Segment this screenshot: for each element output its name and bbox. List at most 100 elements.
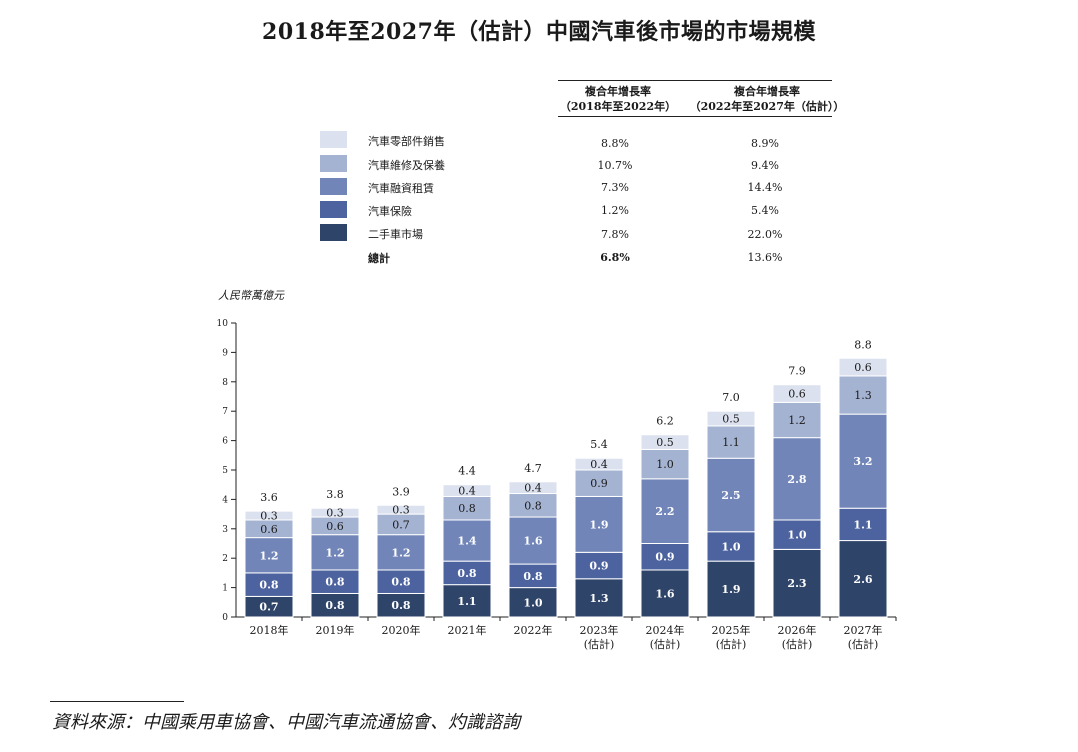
bar-segment-label: 1.6 [655, 587, 674, 600]
bar-segment [706, 425, 756, 459]
table-top-rule [558, 80, 832, 81]
bar-segment-label: 1.0 [721, 540, 740, 553]
bar-segment [376, 534, 426, 571]
bar-segment [772, 384, 822, 403]
bar-segment-label: 0.8 [391, 576, 410, 589]
bar-segment-label: 2.5 [721, 489, 740, 502]
bar-segment-label: 1.4 [457, 535, 476, 548]
bar-segment-label: 0.6 [326, 520, 344, 533]
bar-segment-label: 0.5 [656, 436, 674, 449]
x-tick-label: 2020年 [382, 623, 421, 637]
cagr2-parts-sales: 8.9% [751, 137, 779, 150]
bar-total-label: 8.8 [854, 338, 872, 351]
cagr2-total: 13.6% [747, 251, 783, 264]
source-note: 資料來源：中國乘用車協會、中國汽車流通協會、灼識諮詢 [52, 712, 520, 733]
bar-total-label: 6.2 [656, 415, 674, 428]
bar-segment-label: 0.9 [655, 551, 674, 564]
cagr1-parts-sales: 8.8% [601, 137, 629, 150]
bar-segment-label: 1.0 [787, 529, 806, 542]
bar-segment-label: 2.8 [787, 473, 806, 486]
bar-segment-label: 1.9 [589, 518, 608, 531]
y-tick-label: 1 [222, 584, 228, 594]
bar-total-label: 5.4 [590, 438, 608, 451]
legend-swatch-repair [320, 155, 347, 172]
bar-segment [772, 548, 822, 618]
y-tick-label: 7 [222, 407, 228, 417]
stacked-bar-chart: 0123456789100.70.81.20.60.33.62018年0.80.… [217, 319, 897, 651]
cagr-header-1-line2: （2018年至2022年） [559, 100, 677, 113]
bar-segment [640, 569, 690, 618]
bar-segment-label: 1.1 [853, 518, 872, 531]
bar-segment-label: 0.4 [458, 485, 476, 498]
x-tick-note: (估計) [848, 637, 879, 651]
bar-segment [574, 551, 624, 580]
cagr1-used-car: 7.8% [601, 228, 629, 241]
bar-segment-label: 1.1 [457, 595, 476, 608]
y-tick-label: 0 [222, 613, 228, 623]
legend-swatch-used-car [320, 224, 347, 241]
bar-segment-label: 1.3 [854, 389, 872, 402]
legend-swatch-leasing [320, 178, 347, 195]
legend-label-leasing: 汽車融資租賃 [368, 182, 434, 195]
y-tick-label: 2 [222, 554, 228, 564]
cagr1-total: 6.8% [600, 251, 630, 264]
bar-segment [310, 507, 360, 518]
bar-segment [838, 507, 888, 542]
bar-segment [838, 357, 888, 377]
bar-segment [442, 484, 492, 497]
bar-segment [640, 448, 690, 480]
legend-swatch-insurance [320, 201, 347, 218]
bar-segment-label: 0.6 [854, 361, 872, 374]
y-axis-unit-label: 人民幣萬億元 [218, 289, 284, 302]
bar-segment-label: 0.6 [260, 523, 278, 536]
bar-segment-label: 1.2 [788, 414, 806, 427]
source-rule [50, 701, 184, 702]
bar-total-label: 3.8 [326, 488, 344, 501]
bar-total-label: 7.9 [788, 365, 806, 378]
bar-segment-label: 0.8 [259, 579, 278, 592]
x-tick-label: 2023年 [580, 623, 619, 637]
bar-segment-label: 0.9 [589, 560, 608, 573]
x-tick-label: 2018年 [250, 623, 289, 637]
bar-segment-label: 0.8 [524, 499, 542, 512]
x-tick-note: (估計) [782, 637, 813, 651]
y-tick-label: 4 [222, 495, 228, 505]
x-tick-label: 2021年 [448, 623, 487, 637]
y-tick-label: 8 [222, 378, 228, 388]
legend-label-total: 總計 [368, 252, 390, 265]
y-tick-label: 9 [222, 348, 228, 358]
y-tick-label: 3 [222, 525, 228, 535]
cagr2-repair: 9.4% [751, 159, 779, 172]
bar-segment-label: 1.1 [722, 436, 740, 449]
bar-segment-label: 0.8 [325, 599, 344, 612]
bar-segment [376, 504, 426, 515]
x-tick-label: 2024年 [646, 623, 685, 637]
bar-segment [706, 410, 756, 427]
bar-segment-label: 2.2 [655, 505, 674, 518]
chart-title: 2018年至2027年（估計）中國汽車後市場的市場規模 [262, 19, 816, 45]
bar-segment-label: 3.2 [853, 455, 872, 468]
bar-segment-label: 0.8 [458, 502, 476, 515]
bar-segment-label: 1.9 [721, 583, 740, 596]
bar-segment-label: 0.6 [788, 388, 806, 401]
bar-segment-label: 2.6 [853, 573, 872, 586]
legend-label-insurance: 汽車保險 [368, 205, 412, 218]
bar-segment [706, 457, 756, 533]
bar-segment-label: 0.8 [523, 570, 542, 583]
bar-total-label: 3.6 [260, 491, 278, 504]
bar-segment-label: 0.7 [259, 601, 278, 614]
legend-swatch-parts-sales [320, 131, 347, 148]
bar-segment-label: 1.0 [656, 458, 674, 471]
cagr2-leasing: 14.4% [747, 181, 783, 194]
bar-segment-label: 1.0 [523, 596, 542, 609]
y-tick-label: 10 [217, 319, 229, 329]
x-tick-label: 2019年 [316, 623, 355, 637]
bar-segment [574, 578, 624, 618]
bar-segment-label: 1.3 [589, 592, 608, 605]
bar-segment-label: 0.4 [524, 482, 542, 495]
bar-segment [838, 540, 888, 618]
bar-total-label: 3.9 [392, 485, 410, 498]
bar-segment-label: 0.3 [392, 504, 410, 517]
bar-segment [574, 457, 624, 471]
bar-segment [508, 481, 558, 495]
